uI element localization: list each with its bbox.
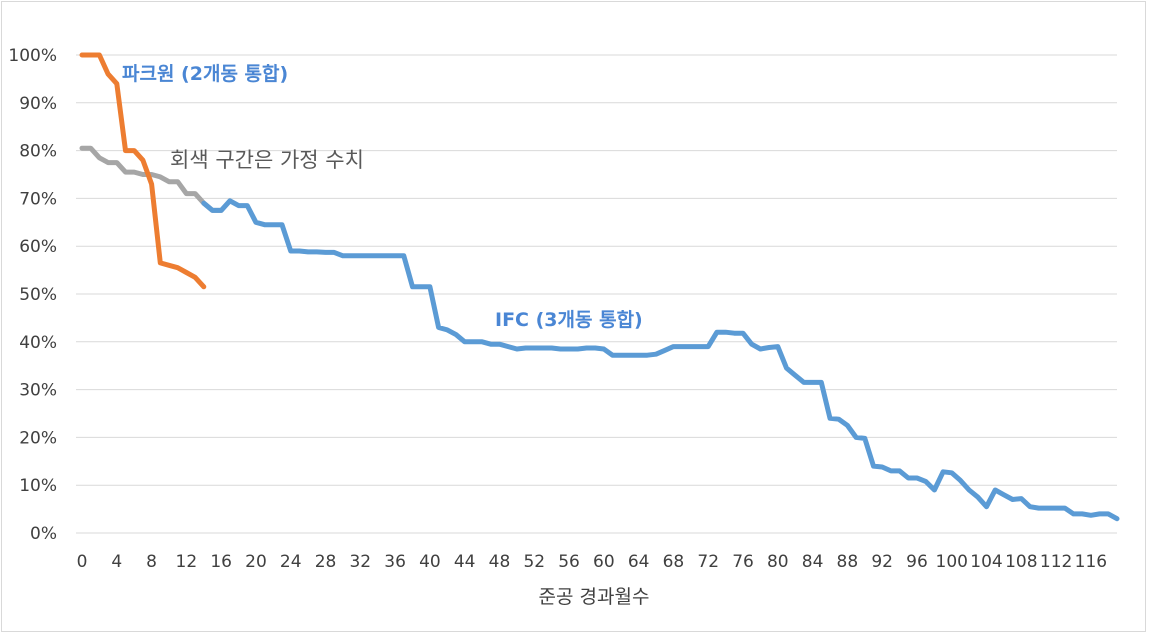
- x-tick-label: 80: [767, 552, 789, 572]
- annotation-ifc: IFC (3개동 통합): [495, 309, 643, 331]
- gridlines: [76, 54, 1117, 534]
- x-tick-label: 40: [419, 552, 441, 572]
- x-tick-label: 76: [732, 552, 754, 572]
- x-tick-label: 48: [489, 552, 511, 572]
- series-line-orange: [79, 52, 207, 290]
- y-tick-label: 30%: [19, 381, 57, 401]
- y-tick-label: 50%: [19, 285, 57, 305]
- x-tick-label: 96: [906, 552, 928, 572]
- y-tick-label: 70%: [19, 189, 57, 209]
- x-tick-label: 8: [146, 552, 157, 572]
- x-tick-label: 16: [210, 552, 232, 572]
- y-tick-label: 40%: [19, 333, 57, 353]
- y-tick-label: 0%: [30, 524, 57, 544]
- x-tick-label: 108: [1005, 552, 1037, 572]
- x-tick-label: 36: [384, 552, 406, 572]
- series-line-gray: [79, 145, 224, 213]
- annotation-parkone: 파크원 (2개동 통합): [122, 63, 288, 85]
- series-lines: [79, 52, 1120, 522]
- y-tick-label: 20%: [19, 428, 57, 448]
- x-tick-label: 116: [1075, 552, 1107, 572]
- x-tick-label: 28: [315, 552, 337, 572]
- x-tick-label: 20: [245, 552, 267, 572]
- x-tick-label: 92: [871, 552, 893, 572]
- x-tick-label: 84: [802, 552, 824, 572]
- x-tick-label: 0: [77, 552, 88, 572]
- annotation-gray-assumption: 회색 구간은 가정 수치: [170, 148, 364, 172]
- y-tick-label: 10%: [19, 476, 57, 496]
- series-line-blue: [201, 198, 1120, 522]
- x-tick-label: 88: [837, 552, 859, 572]
- x-tick-label: 104: [970, 552, 1002, 572]
- x-tick-label: 12: [176, 552, 198, 572]
- y-tick-label: 80%: [19, 142, 57, 162]
- x-tick-label: 52: [523, 552, 545, 572]
- x-tick-label: 44: [454, 552, 476, 572]
- y-axis-tick-labels: 0% 10% 20% 30% 40% 50% 60% 70% 80% 90% 100%: [8, 46, 57, 544]
- x-tick-label: 100: [936, 552, 968, 572]
- y-tick-label: 60%: [19, 237, 57, 257]
- x-tick-label: 72: [697, 552, 719, 572]
- x-tick-label: 24: [280, 552, 302, 572]
- x-tick-label: 112: [1040, 552, 1072, 572]
- x-axis-label: 준공 경과월수: [539, 586, 650, 608]
- x-tick-label: 4: [111, 552, 122, 572]
- x-axis-tick-labels: 0 4 8 12 16 20 24 28 32 36 40 44 48 52 56 60 64 68 72 76 80 8…: [77, 552, 1108, 572]
- x-tick-label: 60: [593, 552, 615, 572]
- x-tick-label: 64: [628, 552, 650, 572]
- x-tick-label: 32: [349, 552, 371, 572]
- y-tick-label: 100%: [8, 46, 57, 66]
- x-tick-label: 68: [663, 552, 685, 572]
- y-tick-label: 90%: [19, 94, 57, 114]
- x-tick-label: 56: [558, 552, 580, 572]
